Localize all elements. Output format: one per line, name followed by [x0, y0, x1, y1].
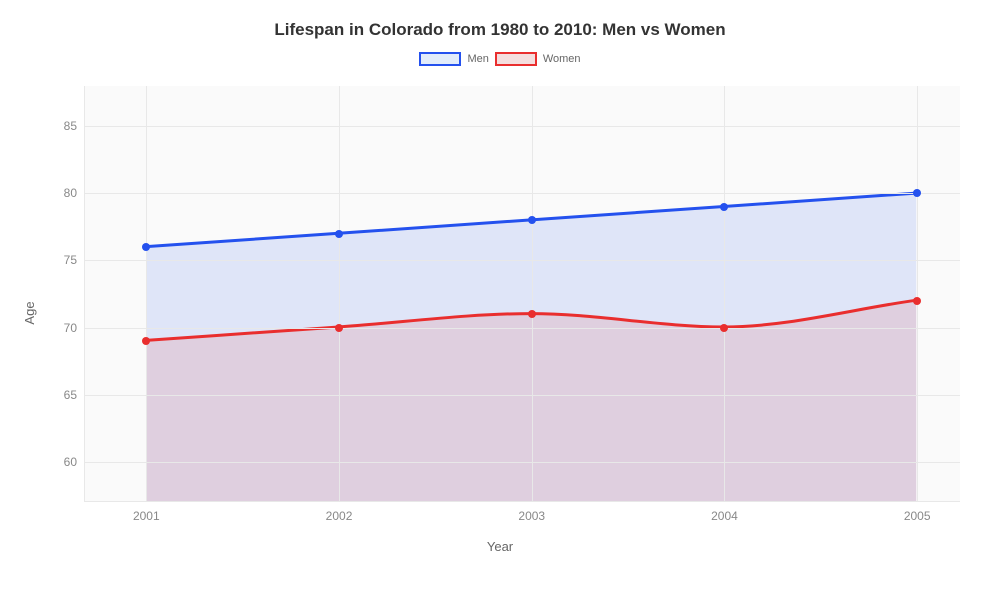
- y-axis-label: Age: [22, 301, 37, 324]
- data-point-women[interactable]: [142, 337, 150, 345]
- legend: Men Women: [30, 52, 970, 66]
- plot-area: Age Year 6065707580852001200220032004200…: [30, 78, 970, 548]
- legend-item-men: Men: [419, 52, 488, 66]
- legend-label-men: Men: [467, 53, 488, 65]
- gridline-h: [85, 193, 960, 194]
- x-axis-label: Year: [487, 539, 513, 554]
- y-tick-label: 85: [64, 119, 85, 133]
- y-tick-label: 80: [64, 186, 85, 200]
- gridline-h: [85, 395, 960, 396]
- gridline-v: [917, 86, 918, 501]
- data-point-men[interactable]: [528, 216, 536, 224]
- legend-label-women: Women: [543, 53, 581, 65]
- data-point-women[interactable]: [720, 324, 728, 332]
- y-tick-label: 60: [64, 455, 85, 469]
- gridline-v: [339, 86, 340, 501]
- x-tick-label: 2002: [326, 501, 353, 523]
- data-point-men[interactable]: [142, 243, 150, 251]
- data-point-women[interactable]: [335, 324, 343, 332]
- y-tick-label: 70: [64, 321, 85, 335]
- y-tick-label: 75: [64, 253, 85, 267]
- x-tick-label: 2003: [518, 501, 545, 523]
- series-svg: [85, 86, 960, 501]
- legend-swatch-women: [495, 52, 537, 66]
- x-tick-label: 2004: [711, 501, 738, 523]
- data-point-women[interactable]: [913, 297, 921, 305]
- y-tick-label: 65: [64, 388, 85, 402]
- gridline-v: [146, 86, 147, 501]
- plot: 60657075808520012002200320042005: [84, 86, 960, 502]
- gridline-v: [532, 86, 533, 501]
- data-point-men[interactable]: [335, 230, 343, 238]
- chart-container: Lifespan in Colorado from 1980 to 2010: …: [0, 0, 1000, 600]
- x-tick-label: 2001: [133, 501, 160, 523]
- gridline-h: [85, 126, 960, 127]
- legend-item-women: Women: [495, 52, 581, 66]
- gridline-v: [724, 86, 725, 501]
- chart-title: Lifespan in Colorado from 1980 to 2010: …: [30, 20, 970, 40]
- legend-swatch-men: [419, 52, 461, 66]
- gridline-h: [85, 260, 960, 261]
- data-point-women[interactable]: [528, 310, 536, 318]
- gridline-h: [85, 328, 960, 329]
- data-point-men[interactable]: [720, 203, 728, 211]
- gridline-h: [85, 462, 960, 463]
- data-point-men[interactable]: [913, 189, 921, 197]
- x-tick-label: 2005: [904, 501, 931, 523]
